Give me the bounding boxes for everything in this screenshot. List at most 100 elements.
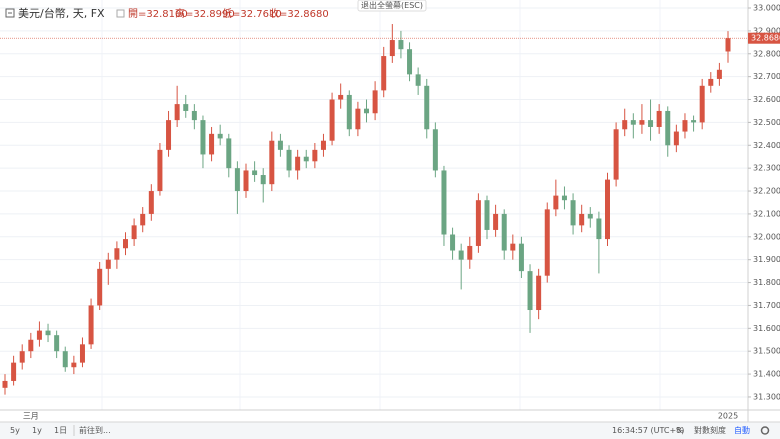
candle-body [45,330,51,336]
vertical-grid [101,0,661,410]
exit-fullscreen-label: 退出全螢幕(ESC) [361,0,423,10]
y-tick-label: 33.0000 [753,4,780,13]
collapse-icon[interactable] [5,8,15,18]
candle-body [329,99,335,141]
settings-icon[interactable] [116,9,125,18]
symbol-title: 美元/台幣, 天, FX [18,6,105,20]
candles [2,24,731,395]
candle-body [295,156,301,171]
candle-body [372,90,378,114]
candle-body [527,271,533,311]
candle-body [269,140,275,185]
candle-body [286,149,292,171]
percent-toggle[interactable]: % [676,426,684,435]
candle-body [587,213,593,219]
candle-body [88,305,94,345]
grid [0,7,748,398]
candle-body [475,200,481,246]
y-tick-label: 31.6000 [753,324,780,333]
y-tick-label: 32.4000 [753,141,780,150]
candle-body [389,40,395,57]
candle-body [708,78,714,86]
y-tick-label: 31.9000 [753,255,780,264]
candle-body [200,120,206,155]
log-toggle[interactable]: 對數刻度 [694,425,726,435]
y-tick-label: 31.5000 [753,347,780,356]
range-1y[interactable]: 1y [32,426,42,435]
candle-body [364,108,369,114]
candle-body [252,170,258,176]
settings-gear[interactable] [760,426,770,435]
candle-body [217,133,223,139]
candle-body [312,149,318,162]
ohlc-open: 開=32.8100 [128,8,188,20]
candle-body [450,234,456,251]
auto-toggle[interactable]: 自動 [734,425,750,435]
candle-body [303,156,309,162]
candle-body [243,170,249,192]
candle-body [673,131,679,146]
candle-body [613,129,619,180]
candle-body [226,138,232,169]
candle-body [432,129,438,171]
y-tick-label: 32.6000 [753,95,780,104]
candle-body [630,120,636,125]
x-tick-label: 三月 [23,412,39,421]
range-5y[interactable]: 5y [10,426,20,435]
candle-body [62,351,68,368]
bottom-toolbar [0,422,780,439]
candle-body [639,120,645,125]
candle-body [140,213,146,226]
candle-body [2,380,8,388]
candle-body [191,110,197,121]
candle-body [123,239,128,249]
candle-body [441,170,447,235]
candle-body [691,120,697,123]
ohlc-low: 低=32.7610 [222,7,282,20]
ohlc-close: 收=32.8680 [269,7,329,20]
candle-body [166,120,172,150]
candle-body [544,209,550,276]
candle-body [11,362,17,381]
range-1d[interactable]: 1日 [54,426,67,435]
candle-body [501,213,507,251]
candle-body [725,38,731,52]
candle-body [355,108,361,130]
y-tick-label: 32.0000 [753,232,780,241]
candle-body [346,94,352,130]
candle-body [209,133,215,155]
clock: 16:34:57 (UTC+8) [612,426,684,435]
goto-button[interactable]: 前往到... [79,425,111,435]
y-tick-label: 32.5000 [753,118,780,127]
y-tick-label: 32.8000 [753,49,780,58]
candle-body [656,110,662,127]
candle-body [19,351,25,363]
candle-body [518,243,524,272]
candle-body [579,213,585,226]
candle-body [407,49,413,75]
candle-body [381,56,387,91]
candle-body [71,362,77,368]
candle-body [114,248,120,260]
candle-body [493,213,499,230]
candle-body [79,344,85,363]
candle-body [36,330,42,340]
candle-body [338,94,344,100]
candle-body [605,179,610,240]
candle-body [699,85,705,123]
candle-body [174,104,180,121]
y-tick-label: 32.7000 [753,72,780,81]
exit-fullscreen-button[interactable] [357,0,427,12]
last-price-label: 32.8680 [751,34,780,43]
candle-body [424,85,430,130]
candle-body [277,140,283,150]
y-tick-label: 32.2000 [753,187,780,196]
y-tick-label: 32.3000 [753,164,780,173]
candle-body [148,191,154,214]
candle-body [234,168,240,192]
y-tick-label: 31.4000 [753,370,780,379]
candle-body [320,140,326,150]
candle-body [105,259,111,269]
